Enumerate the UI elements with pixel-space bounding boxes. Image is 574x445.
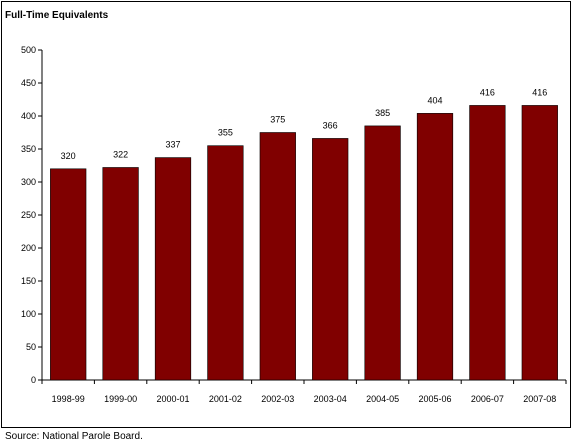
bar [521,105,558,381]
data-label: 337 [165,140,180,150]
x-tick-label: 2004-05 [366,394,399,404]
y-tick-label: 100 [21,309,36,319]
x-axis: 1998-99 1999-00 2000-01 2001-02 2002-03 2003-… [41,379,567,404]
data-label: 404 [427,95,442,105]
y-tick-label: 350 [21,144,36,154]
data-label: 355 [218,128,233,138]
x-tick-label: 1999-00 [104,394,137,404]
chart-frame [1,1,571,428]
data-labels: 320 322 337 355 375 366 385 404 416 416 [61,87,548,160]
y-tick-label: 450 [21,78,36,88]
data-label: 366 [323,120,338,130]
bar [469,105,506,381]
x-tick-label: 1998-99 [52,394,85,404]
bar [364,125,401,381]
y-tick-label: 500 [21,45,36,55]
data-label: 322 [113,149,128,159]
x-tick-label: 2006-07 [471,394,504,404]
y-tick-label: 250 [21,210,36,220]
y-tick-label: 0 [31,375,36,385]
x-tick-label: 2007-08 [523,394,556,404]
data-label: 416 [532,87,547,97]
y-tick-label: 50 [26,342,36,352]
data-label: 375 [270,115,285,125]
data-label: 416 [480,87,495,97]
y-tick-label: 200 [21,243,36,253]
bar [312,138,349,381]
bars [50,105,558,381]
bar [259,132,296,381]
bar [50,168,87,381]
x-tick-label: 2000-01 [156,394,189,404]
bar [102,167,139,381]
bar [207,145,244,381]
x-tick-label: 2002-03 [261,394,294,404]
source-note: Source: National Parole Board. [5,431,143,442]
bar [154,157,192,381]
data-label: 320 [61,151,76,161]
y-tick-label: 150 [21,276,36,286]
y-tick-label: 300 [21,177,36,187]
y-axis-label: Full-Time Equivalents [5,10,109,21]
bar [416,113,454,381]
y-tick-label: 400 [21,111,36,121]
y-axis: 0 50 100 150 200 250 300 350 400 450 500 [21,45,43,385]
data-label: 385 [375,108,390,118]
x-tick-label: 2003-04 [314,394,347,404]
x-tick-label: 2001-02 [209,394,242,404]
x-tick-label: 2005-06 [418,394,451,404]
